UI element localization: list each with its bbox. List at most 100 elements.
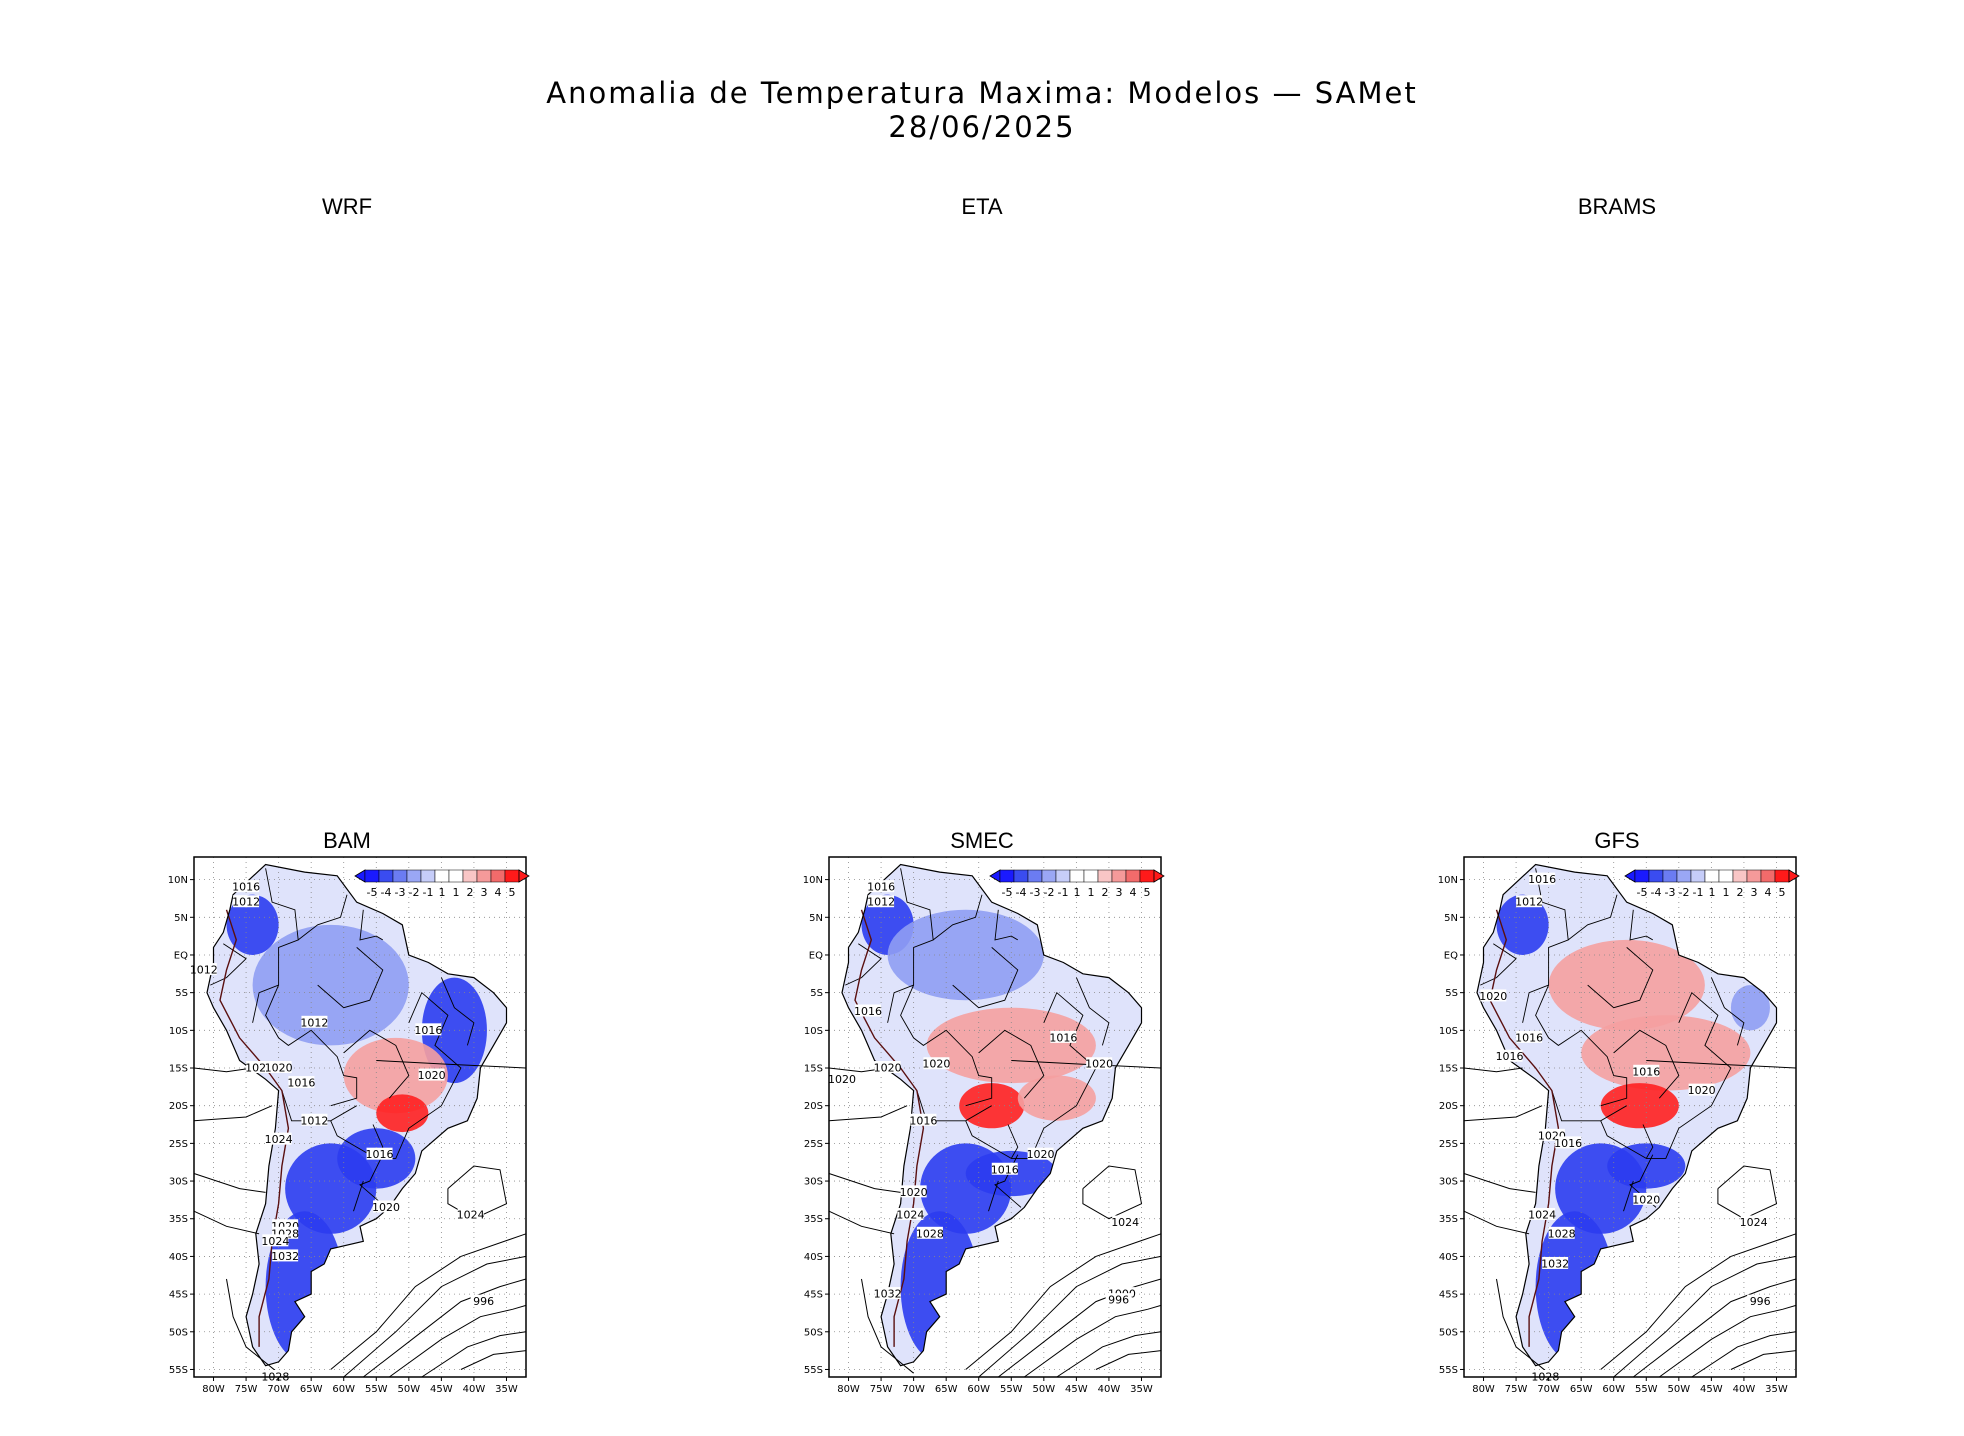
colorbar-segment (1125, 869, 1141, 883)
colorbar-label: 1 (1074, 886, 1081, 899)
panel-title-eta: ETA (961, 194, 1003, 219)
isobar (1632, 1278, 1797, 1378)
colorbar-label: -2 (1044, 886, 1055, 899)
colorbar-label: -2 (409, 886, 420, 899)
isobar-label-bg (265, 1132, 292, 1145)
lon-label: 55W (1000, 1384, 1023, 1395)
anomaly-region (1496, 894, 1549, 955)
border-line (1613, 1029, 1680, 1099)
isobar-label: 1016 (1554, 1137, 1582, 1150)
map-frame (193, 856, 527, 1378)
lat-label: 35S (169, 1214, 188, 1225)
isobar-label-bg (900, 1185, 927, 1198)
colorbar-label: -3 (1665, 886, 1676, 899)
lat-label: 5S (175, 988, 188, 999)
isobar-label-bg (373, 1200, 400, 1213)
isobar-lines (1463, 1060, 1797, 1378)
anomaly-region (376, 1094, 429, 1133)
lat-label: 25S (1439, 1139, 1458, 1150)
map-svg: 1016 1012 1016 1020 1020 1020 1016 1020 1016 1020… (803, 856, 1165, 1395)
isobar-label-bg (1027, 1147, 1054, 1160)
border-line (343, 1029, 410, 1099)
colorbar-arrow-right (1153, 869, 1165, 883)
anomaly-region (226, 894, 279, 955)
border-line (440, 977, 475, 1046)
colorbar-label: 4 (495, 886, 502, 899)
anomaly-region (959, 1083, 1025, 1129)
isobar-label-bg (262, 1370, 289, 1382)
isobar-label: 1016 (1496, 1050, 1524, 1063)
isobar-label-bg (1555, 1136, 1582, 1149)
border-line (988, 1180, 999, 1212)
isobar (376, 1060, 527, 1069)
colorbar-label: 3 (1751, 886, 1758, 899)
lat-label: EQ (1444, 950, 1458, 961)
colorbar: -5 -4 -3 -2 -1 1 1 2 3 4 5 (1624, 869, 1800, 899)
colorbar-label: 1 (453, 886, 460, 899)
isobar-label: 1028 (916, 1227, 944, 1240)
isobar-label-bg (923, 1057, 950, 1070)
lat-label: 55S (1439, 1365, 1458, 1376)
isobar-label: 1020 (874, 1062, 902, 1075)
lon-label: 65W (300, 1384, 323, 1395)
border-line (1600, 1120, 1654, 1160)
colorbar-segment (1069, 869, 1085, 883)
colorbar-label: -2 (1679, 886, 1690, 899)
isobar (193, 1210, 260, 1235)
coastline (1476, 863, 1778, 1367)
isobar-label: 1016 (366, 1148, 394, 1161)
isobar (965, 1233, 1162, 1370)
map-panel-gfs: 1016 1012 1020 1016 1016 1016 1020 1020 1016 1020… (1430, 855, 1850, 1395)
border-line (916, 1090, 992, 1122)
colorbar-segment (1111, 869, 1127, 883)
map-frame (828, 856, 1162, 1378)
lon-label: 75W (235, 1384, 258, 1395)
lat-label: 20S (169, 1101, 188, 1112)
isobar-label: 1016 (867, 881, 895, 894)
colorbar: -5 -4 -3 -2 -1 1 1 2 3 4 5 (354, 869, 530, 899)
colorbar-segment (448, 869, 464, 883)
isobar (1056, 1331, 1162, 1378)
lat-label: EQ (809, 950, 823, 961)
map-panel-bam: 1016 1012 1012 1012 1016 1020 1020 1020 1016 1012… (160, 855, 580, 1395)
anomaly-region (1017, 1075, 1096, 1121)
anomaly-region (1548, 939, 1705, 1031)
isobar (1095, 1350, 1162, 1370)
lon-label: 35W (1130, 1384, 1153, 1395)
lon-label: 55W (1635, 1384, 1658, 1395)
border-line (353, 1180, 364, 1212)
lat-label: 15S (169, 1064, 188, 1075)
isobar (389, 1304, 527, 1378)
coastline (206, 863, 508, 1367)
isobar-label-bg (829, 1072, 856, 1085)
panel-title-wrf: WRF (321, 194, 373, 219)
lat-label: 50S (169, 1327, 188, 1338)
border-line (1480, 943, 1517, 986)
isobar-label: 1020 (1027, 1148, 1055, 1161)
isobar-label: 1016 (909, 1114, 937, 1127)
lat-label: 5N (1444, 913, 1458, 924)
isobar (861, 1278, 914, 1374)
isobar-lines (828, 1060, 1162, 1378)
isobar-label-bg (897, 1207, 924, 1220)
colorbar-label: -1 (1058, 886, 1069, 899)
isobar-label-bg (868, 895, 895, 908)
border-line (359, 909, 384, 941)
lon-label: 75W (1505, 1384, 1528, 1395)
isobar-label: 1020 (265, 1062, 293, 1075)
lon-label: 35W (1765, 1384, 1788, 1395)
isobar-label-bg (415, 1023, 442, 1036)
figure-date: 28/06/2025 (888, 110, 1076, 144)
lon-label: 50W (1668, 1384, 1691, 1395)
isobar-label: 1016 (1049, 1031, 1077, 1044)
anomaly-region (343, 1037, 448, 1114)
colorbar-segment (1690, 869, 1706, 883)
map-svg: 1016 1012 1012 1012 1016 1020 1020 1020 1016 1012… (168, 856, 530, 1395)
panel-title-brams: BRAMS (1577, 194, 1657, 219)
colorbar-segment (476, 869, 492, 883)
colorbar-segment (1732, 869, 1748, 883)
isobar-label: 1028 (1548, 1227, 1576, 1240)
isobar (193, 1067, 253, 1073)
isobar-label: 1016 (1528, 873, 1556, 886)
colorbar-segment (1041, 869, 1057, 883)
